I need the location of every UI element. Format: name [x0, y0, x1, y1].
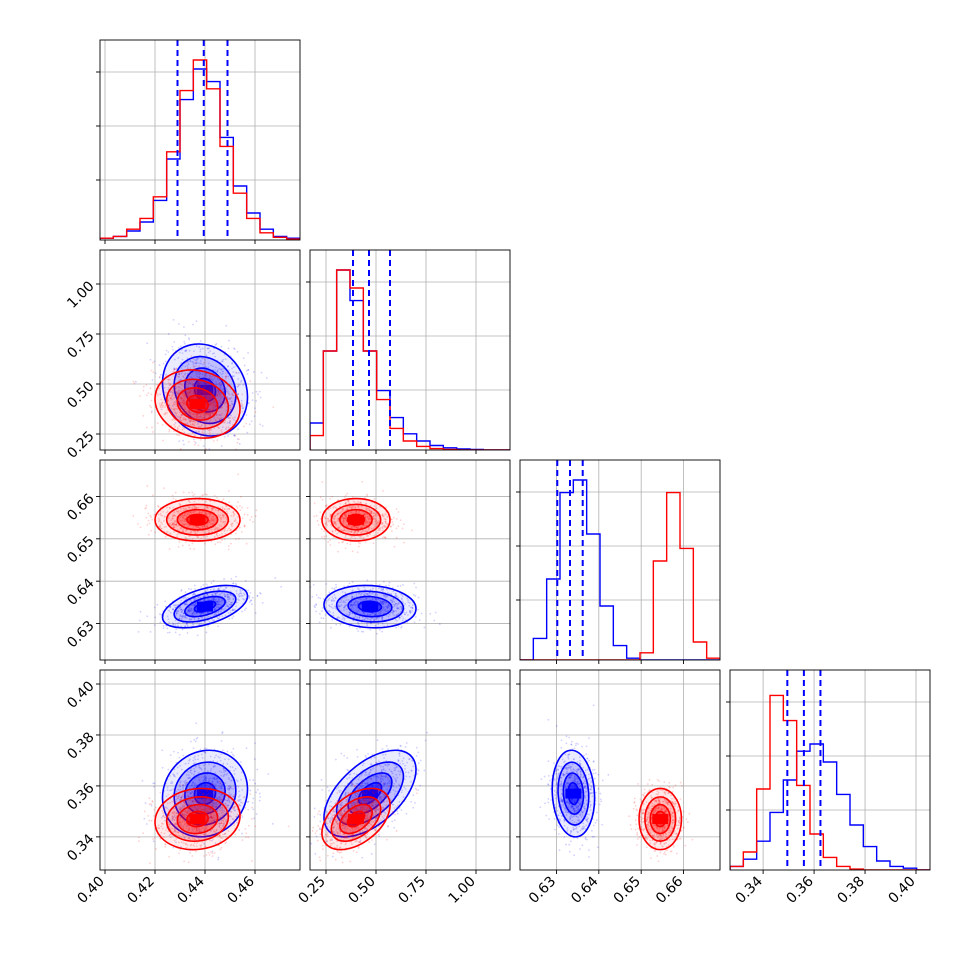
- hist-panel-3: 0.34 0.36 0.38 0.40: [726, 669, 931, 907]
- x-tick-label: 0.63: [526, 874, 559, 907]
- x-tick-label: 0.46: [224, 873, 257, 906]
- panel-frame: [99, 39, 301, 241]
- y-tick-label: 0.25: [64, 428, 97, 461]
- hist-panel-2: [516, 459, 721, 664]
- density-peak-series-1: [348, 814, 364, 825]
- panel-frame: [309, 459, 511, 661]
- density-peak-series-1: [348, 514, 364, 525]
- scatter-panel-3-2: 0.63 0.64 0.65 0.66: [516, 669, 721, 907]
- x-tick-label: 0.66: [653, 873, 686, 906]
- histogram-series-0: [100, 68, 300, 240]
- panel-frame: [519, 669, 721, 871]
- panel-frame: [729, 669, 931, 871]
- histogram-series-1: [730, 694, 930, 870]
- density-peak-series-0: [362, 601, 378, 612]
- y-tick-label: 1.00: [64, 278, 97, 311]
- panel-frame: [99, 459, 301, 661]
- x-tick-label: 0.36: [784, 873, 817, 906]
- x-tick-label: 0.34: [733, 873, 766, 906]
- histogram-series-0: [310, 269, 510, 450]
- histogram-series-1: [100, 59, 300, 240]
- histogram-series-0: [520, 479, 720, 660]
- x-tick-label: 0.65: [611, 874, 644, 907]
- y-tick-label: 0.66: [64, 491, 97, 524]
- x-tick-label: 0.40: [885, 874, 918, 907]
- density-peak-series-1: [189, 814, 206, 825]
- panel-frame: [99, 249, 301, 451]
- x-tick-label: 0.40: [74, 874, 107, 907]
- hist-panel-1: [306, 249, 511, 454]
- x-tick-label: 0.64: [568, 873, 601, 906]
- scatter-panel-2-1: [306, 459, 511, 664]
- x-tick-label: 0.75: [395, 874, 428, 907]
- y-tick-label: 0.63: [64, 618, 97, 651]
- x-tick-label: 1.00: [445, 874, 478, 907]
- y-tick-label: 0.64: [64, 575, 97, 608]
- density-peak-series-1: [652, 814, 669, 825]
- panel-frame: [519, 459, 721, 661]
- x-tick-label: 0.38: [835, 874, 868, 907]
- density-peak-series-0: [197, 601, 213, 612]
- y-tick-label: 0.40: [64, 678, 97, 711]
- scatter-panel-2-0: 0.63 0.64 0.65 0.66: [64, 459, 301, 664]
- y-tick-label: 0.50: [64, 378, 97, 411]
- x-tick-label: 0.25: [295, 874, 328, 907]
- panel-frame: [309, 249, 511, 451]
- hist-panel-0: [96, 39, 301, 244]
- density-peak-series-0: [362, 788, 378, 799]
- y-tick-label: 0.36: [64, 780, 97, 813]
- y-tick-label: 0.65: [64, 533, 97, 566]
- density-peak-series-1: [189, 514, 206, 525]
- density-peak-series-0: [565, 788, 582, 799]
- density-peak-series-0: [197, 788, 213, 799]
- y-tick-label: 0.38: [64, 729, 97, 762]
- scatter-panel-3-1: 0.25 0.50 0.75 1.00: [295, 669, 511, 907]
- scatter-panel-3-0: 0.40 0.42 0.44 0.46 0.34 0.36 0.38 0.40: [64, 669, 301, 907]
- histogram-series-1: [520, 491, 720, 660]
- histogram-series-1: [310, 269, 510, 450]
- panel-frame: [99, 669, 301, 871]
- x-tick-label: 0.42: [124, 874, 157, 907]
- histogram-series-0: [730, 743, 930, 870]
- x-tick-label: 0.44: [174, 873, 207, 906]
- y-tick-label: 0.75: [64, 328, 97, 361]
- x-tick-label: 0.50: [345, 874, 378, 907]
- panel-frame: [309, 669, 511, 871]
- density-peak-series-1: [189, 399, 206, 409]
- scatter-panel-1-0: 0.25 0.50 0.75 1.00: [64, 249, 301, 462]
- y-tick-label: 0.34: [64, 831, 97, 864]
